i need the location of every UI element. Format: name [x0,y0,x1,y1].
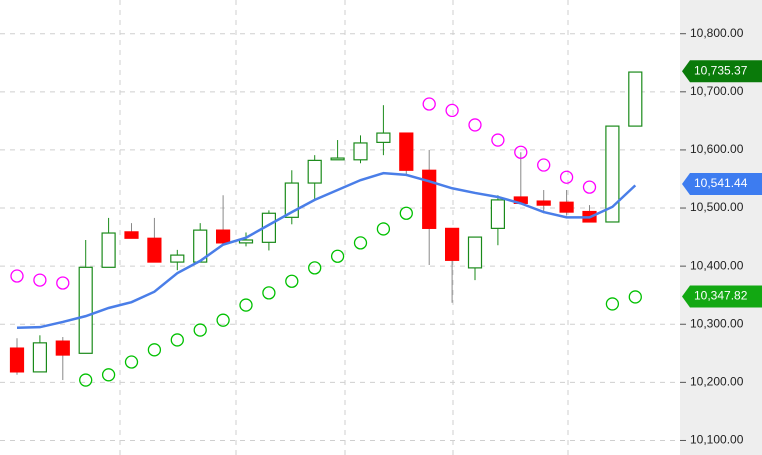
y-tick-label: 10,500.00 [690,200,744,214]
sar-dot [468,118,482,132]
y-tick-label: 10,300.00 [690,316,744,330]
sar-dot [101,368,116,382]
candle-body [284,182,299,218]
sar-dot [537,158,551,172]
sar-dot [33,273,47,287]
sar-dot [262,286,276,300]
sar-dot [514,145,528,159]
sar-dot [628,290,642,304]
y-tick-label: 10,200.00 [690,375,744,389]
moving-average [16,171,637,329]
candle-body [170,254,185,263]
sar-dot [216,313,230,327]
sar-dot [605,297,620,311]
candle-body [147,237,162,263]
sar-dot [170,333,184,347]
candle-body [467,236,483,269]
candle-body [216,229,231,244]
candle-body [422,169,437,229]
sar-dot [239,298,253,312]
candle-body [399,132,414,171]
candle-body [445,227,460,261]
sar-dot [147,343,162,357]
plot [0,33,680,441]
sar-dot [285,274,299,288]
candle-body [78,266,93,354]
sar-dot [56,276,70,290]
candle-body [55,340,70,356]
candle-body [353,142,368,161]
candle-body [307,159,322,184]
y-tick-label: 10,700.00 [690,84,744,98]
sar-dot [193,323,207,337]
sar-dot [124,355,139,369]
sar-dot [10,269,24,283]
price-tag-label: 10,347.82 [694,289,748,303]
y-tick-label: 10,600.00 [690,142,744,156]
candle-body [605,125,620,223]
candle-body [330,157,345,161]
sar-dot [79,373,93,387]
y-tick-label: 10,100.00 [690,433,744,447]
price-tag-label: 10,735.37 [694,63,748,77]
candle-body [238,239,254,244]
candle-body [559,201,574,213]
candle-body [32,342,48,373]
sar-dot [445,103,459,118]
sar-dot [582,180,597,194]
sar-dot [353,236,368,250]
sar-dot [308,261,322,275]
sar-dot [559,170,574,184]
sar-dot [376,222,391,236]
price-tag [682,285,762,308]
price-tag [682,60,762,83]
y-tick-label: 10,800.00 [690,26,744,40]
sar-dot [491,133,505,147]
candle-body [628,71,643,127]
sar-dot [399,206,413,220]
y-tick-label: 10,400.00 [690,258,744,272]
axis: 10,100.00 10,200.00 10,300.00 10,400.00 10,5… [680,26,762,447]
candle-body [9,347,25,373]
candle-body [536,200,551,206]
candle-body [101,232,116,268]
candle-body [490,199,505,229]
price-tag [682,172,762,195]
candle-body [376,132,391,143]
sar-dot [422,97,436,111]
sar-dot [330,249,345,263]
candle-body [124,231,139,239]
price-tag-label: 10,541.44 [694,176,748,190]
